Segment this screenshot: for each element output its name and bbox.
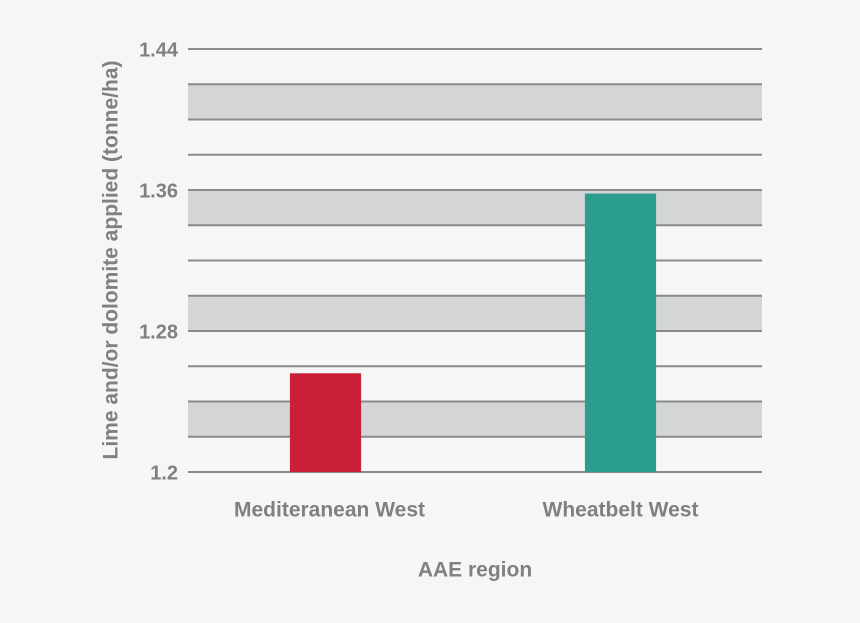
x-tick-label: Wheatbelt West xyxy=(543,499,699,522)
grid-band xyxy=(188,84,762,120)
bar xyxy=(289,373,362,472)
y-tick-label: 1.2 xyxy=(150,462,178,484)
grid-band xyxy=(188,401,762,437)
y-tick-label: 1.44 xyxy=(139,39,179,61)
bar xyxy=(584,193,657,472)
y-tick-label: 1.36 xyxy=(139,180,178,202)
y-tick-label: 1.28 xyxy=(139,321,178,343)
x-axis-title: AAE region xyxy=(418,559,532,582)
x-tick-label: Mediteranean West xyxy=(234,499,425,522)
grid-band xyxy=(188,295,762,331)
grid-band xyxy=(188,190,762,226)
y-axis-title: Lime and/or dolomite applied (tonne/ha) xyxy=(100,60,123,459)
